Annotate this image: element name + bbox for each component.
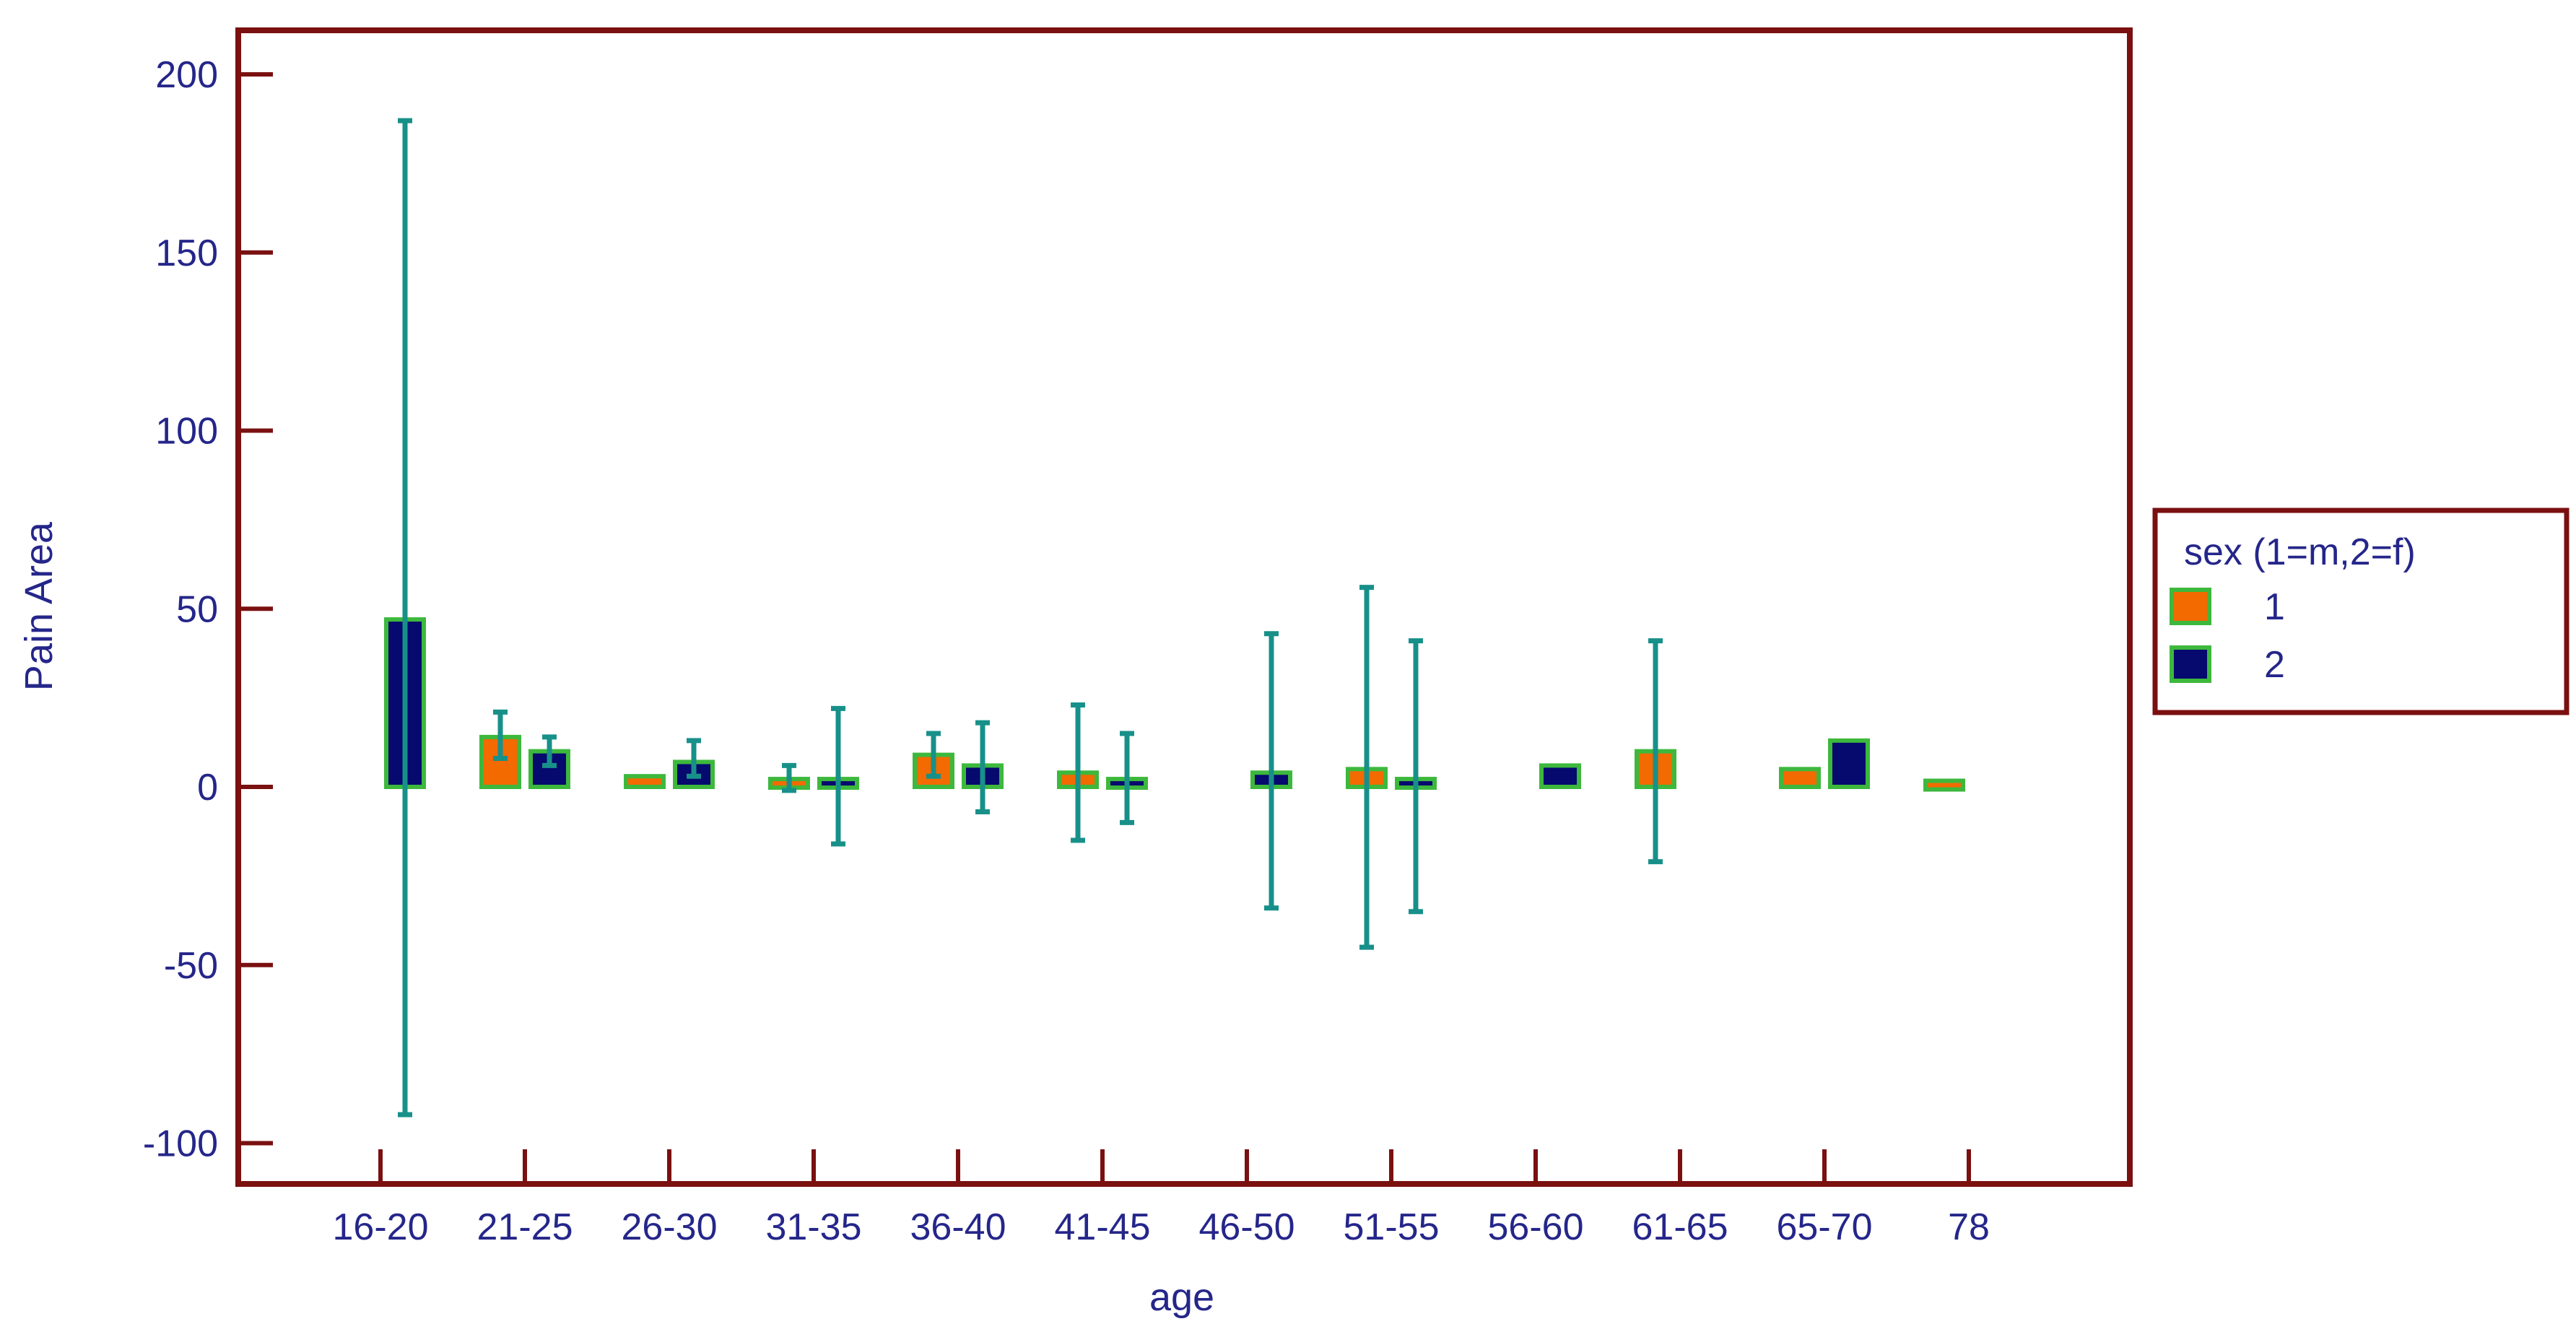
bar-series-2 bbox=[1828, 738, 1870, 789]
y-axis-title: Pain Area bbox=[17, 521, 61, 691]
x-axis-title: age bbox=[1149, 1276, 1214, 1319]
y-tick-label: 0 bbox=[197, 767, 218, 809]
legend-swatch-1 bbox=[2170, 588, 2211, 625]
bar-series-1 bbox=[1779, 767, 1821, 789]
legend-title: sex (1=m,2=f) bbox=[2184, 531, 2416, 573]
bar-series-1 bbox=[624, 774, 666, 789]
bar-series-2 bbox=[1539, 763, 1581, 790]
y-tick-label: 50 bbox=[176, 588, 218, 630]
legend-label-1: 1 bbox=[2264, 586, 2285, 628]
error-bars bbox=[398, 118, 1663, 1118]
bar-series-1 bbox=[1923, 778, 1965, 792]
x-axis: 16-20 21-25 26-30 31-35 36-40 41-45 46-50 51-55… bbox=[333, 1149, 1990, 1248]
y-tick-label: -50 bbox=[164, 945, 218, 987]
y-tick-label: 150 bbox=[155, 232, 218, 274]
x-tick-label: 51-55 bbox=[1344, 1206, 1440, 1248]
x-tick-label: 56-60 bbox=[1488, 1206, 1584, 1248]
plot-frame bbox=[235, 27, 2133, 1187]
x-tick-label: 41-45 bbox=[1055, 1206, 1151, 1248]
x-tick-label: 31-35 bbox=[766, 1206, 862, 1248]
x-tick-label: 36-40 bbox=[910, 1206, 1006, 1248]
y-tick-label: 200 bbox=[155, 54, 218, 96]
legend-swatch-2 bbox=[2170, 645, 2211, 683]
x-tick-label: 21-25 bbox=[477, 1206, 573, 1248]
y-tick-label: -100 bbox=[143, 1123, 218, 1165]
x-tick-label: 26-30 bbox=[622, 1206, 718, 1248]
x-tick-label: 16-20 bbox=[333, 1206, 429, 1248]
x-tick-label: 78 bbox=[1948, 1206, 1990, 1248]
legend-label-2: 2 bbox=[2264, 644, 2285, 686]
x-tick-label: 65-70 bbox=[1777, 1206, 1873, 1248]
legend-frame bbox=[2152, 508, 2570, 715]
y-tick-label: 100 bbox=[155, 411, 218, 453]
y-axis: 200 150 100 50 0 -50 -100 bbox=[143, 54, 273, 1165]
legend: sex (1=m,2=f) 1 2 bbox=[2152, 508, 2570, 715]
x-tick-label: 46-50 bbox=[1199, 1206, 1295, 1248]
x-tick-label: 61-65 bbox=[1632, 1206, 1728, 1248]
